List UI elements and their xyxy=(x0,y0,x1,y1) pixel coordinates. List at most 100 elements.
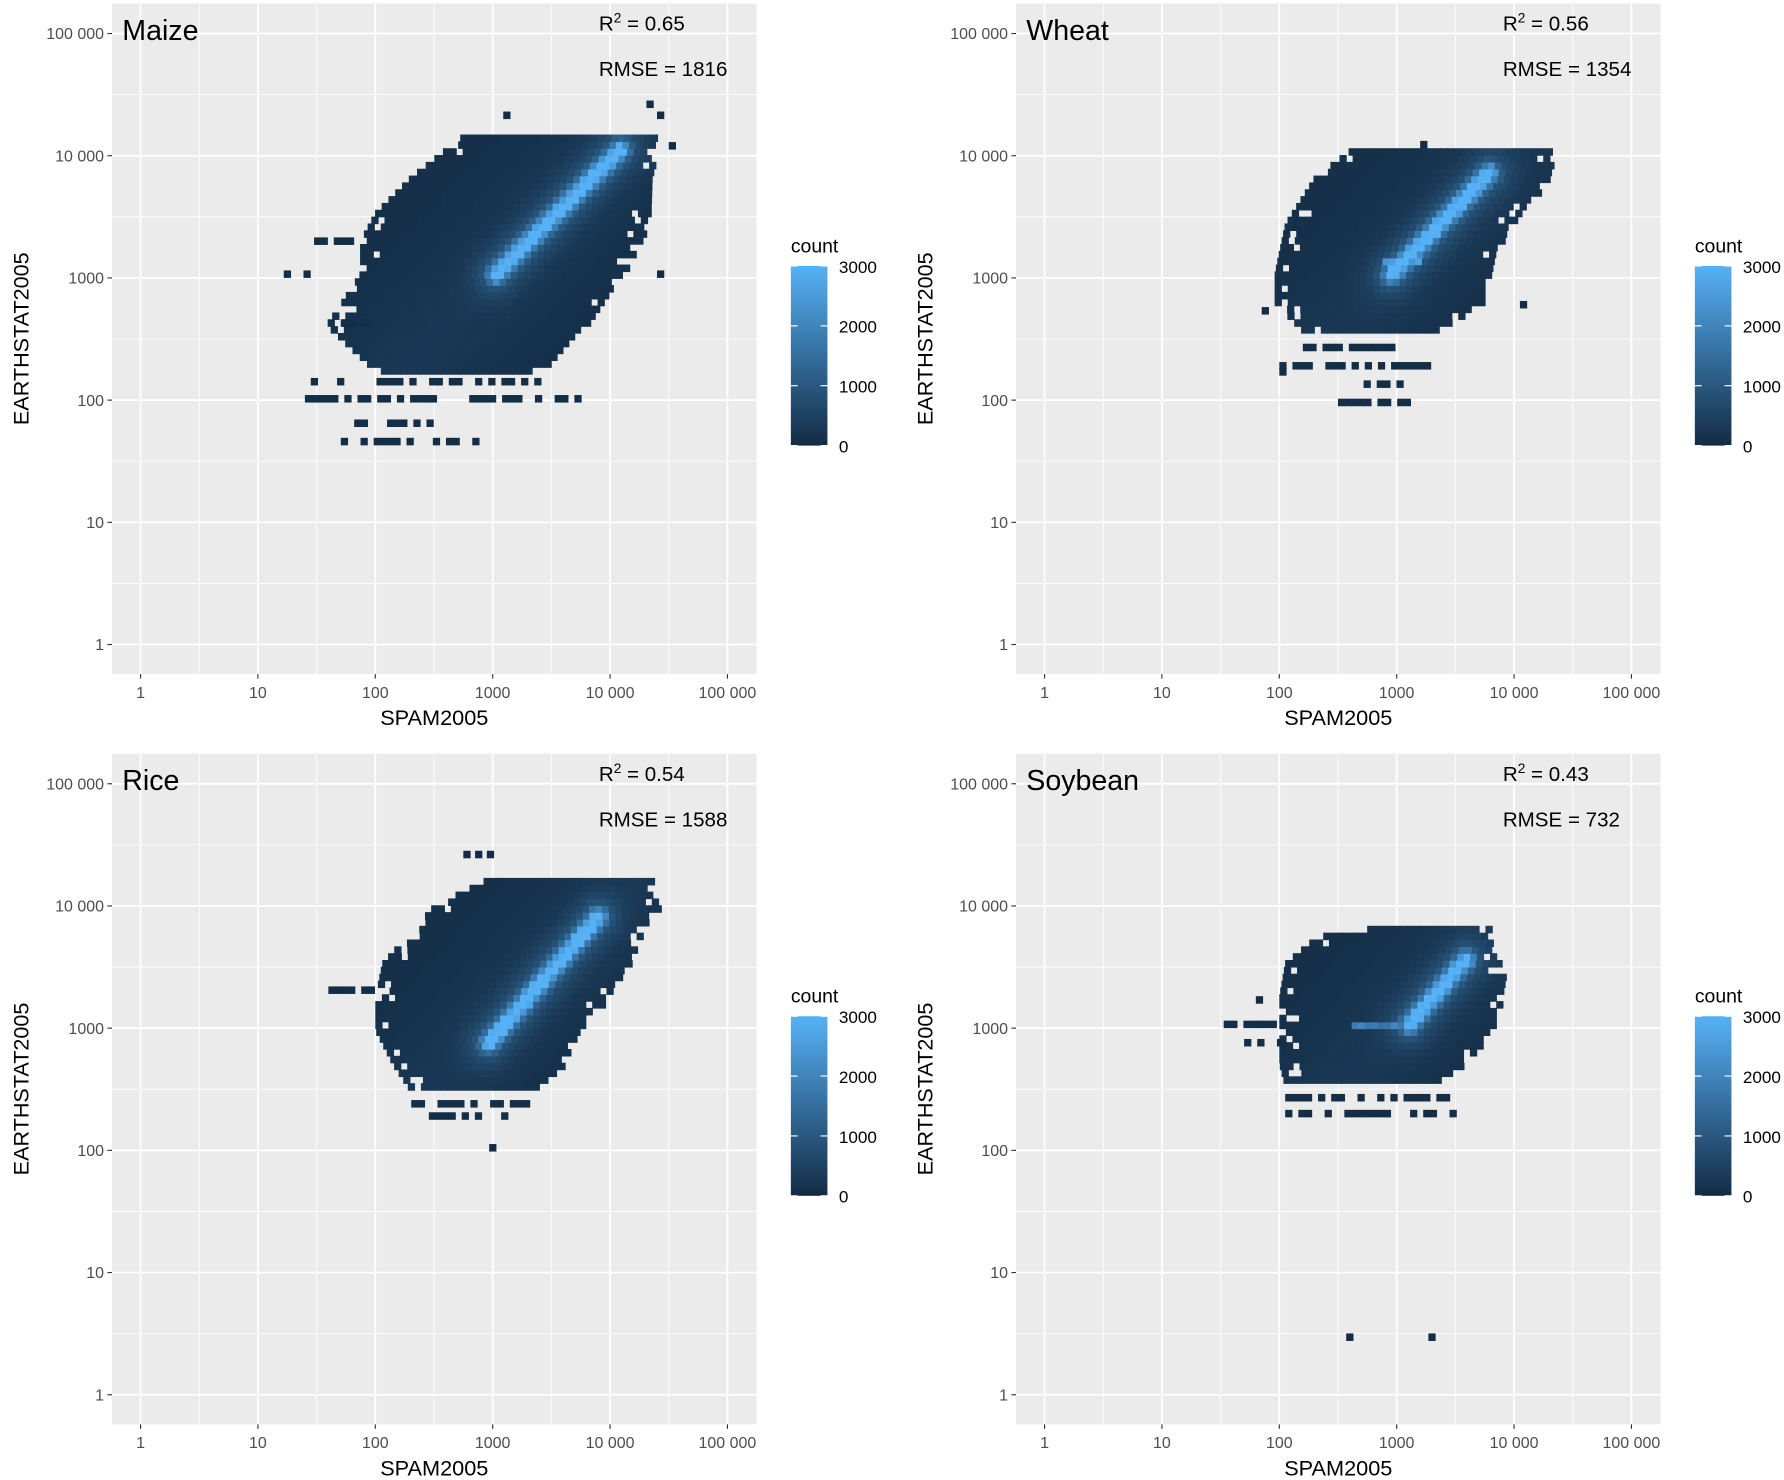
bin xyxy=(341,319,349,327)
bin xyxy=(460,1021,469,1030)
bin xyxy=(1291,209,1300,218)
y-tick-label: 100 000 xyxy=(46,26,104,43)
bin xyxy=(477,918,486,927)
bin xyxy=(1285,1048,1294,1057)
bin xyxy=(1367,925,1375,934)
bin xyxy=(616,918,624,927)
bin xyxy=(1438,285,1447,293)
bin xyxy=(360,419,369,428)
bin xyxy=(426,223,435,232)
bin xyxy=(450,905,459,913)
bin xyxy=(493,1007,501,1016)
bin xyxy=(388,202,396,211)
bin xyxy=(409,1055,418,1064)
bin xyxy=(515,168,523,177)
bin xyxy=(400,223,408,232)
bin xyxy=(1391,1001,1399,1009)
bin xyxy=(1327,319,1335,327)
bin xyxy=(385,973,394,982)
bin xyxy=(494,305,502,314)
bin xyxy=(1517,196,1525,204)
bin xyxy=(379,250,388,259)
bin xyxy=(487,1021,495,1030)
bin xyxy=(1401,202,1409,211)
bin-outlier xyxy=(1346,1333,1354,1341)
bin xyxy=(638,189,646,197)
bin xyxy=(1377,250,1385,259)
bin xyxy=(462,1076,470,1084)
bin xyxy=(1353,278,1361,286)
bin xyxy=(609,912,617,920)
bin xyxy=(466,953,475,961)
bin xyxy=(1312,1021,1320,1030)
bin xyxy=(1398,305,1407,314)
bin xyxy=(1443,1048,1451,1057)
bin-outlier xyxy=(489,1144,497,1152)
bin xyxy=(591,209,600,218)
bin xyxy=(573,285,582,293)
bin xyxy=(547,326,555,334)
bin xyxy=(1373,319,1381,327)
bin xyxy=(1413,168,1421,177)
bin xyxy=(423,395,431,403)
bin xyxy=(412,264,420,273)
bin xyxy=(1423,189,1431,197)
bin xyxy=(578,202,587,211)
bin xyxy=(485,932,493,941)
bin xyxy=(1530,155,1538,163)
bin xyxy=(559,155,567,163)
bin xyxy=(597,932,605,941)
bin xyxy=(478,1048,487,1057)
bin xyxy=(500,182,508,190)
bin xyxy=(1223,1020,1231,1029)
bin xyxy=(1296,1076,1304,1084)
bin xyxy=(1347,168,1355,177)
bin xyxy=(1332,244,1341,252)
bin xyxy=(523,1069,531,1078)
bin xyxy=(410,980,418,989)
bin xyxy=(560,1042,568,1050)
bin xyxy=(1333,291,1342,300)
bin xyxy=(518,1048,526,1057)
bin xyxy=(572,1021,580,1030)
bin xyxy=(596,244,604,252)
bin xyxy=(1482,960,1490,968)
bin xyxy=(397,312,406,320)
bin xyxy=(1331,1042,1340,1050)
y-tick-label: 1000 xyxy=(68,271,104,288)
bin xyxy=(556,141,564,149)
bin xyxy=(484,250,493,259)
bin xyxy=(389,987,397,995)
bin xyxy=(491,973,499,982)
bin xyxy=(527,175,535,184)
bin xyxy=(551,319,559,327)
bin xyxy=(421,1001,429,1009)
bin xyxy=(391,291,400,300)
bin xyxy=(604,953,613,961)
bin xyxy=(465,237,473,245)
bin xyxy=(454,155,462,163)
bin xyxy=(596,271,604,279)
bin xyxy=(1491,196,1499,204)
bin xyxy=(520,960,528,968)
bin xyxy=(1300,216,1308,225)
bin xyxy=(531,319,539,327)
bin xyxy=(426,298,434,307)
x-tick-label: 10 xyxy=(249,1435,267,1452)
bin xyxy=(1545,148,1554,156)
bin xyxy=(1343,161,1351,170)
bin xyxy=(577,932,585,941)
bin xyxy=(517,264,526,273)
bin xyxy=(1391,244,1400,252)
bin xyxy=(1322,182,1330,190)
bin xyxy=(501,230,510,238)
bin xyxy=(1365,244,1373,252)
bin xyxy=(565,994,574,1002)
bin xyxy=(377,395,385,403)
bin xyxy=(593,891,601,900)
bin xyxy=(473,953,481,961)
bin xyxy=(563,925,572,934)
bin xyxy=(1378,244,1387,252)
bin xyxy=(1507,161,1516,170)
bin xyxy=(506,1007,515,1016)
